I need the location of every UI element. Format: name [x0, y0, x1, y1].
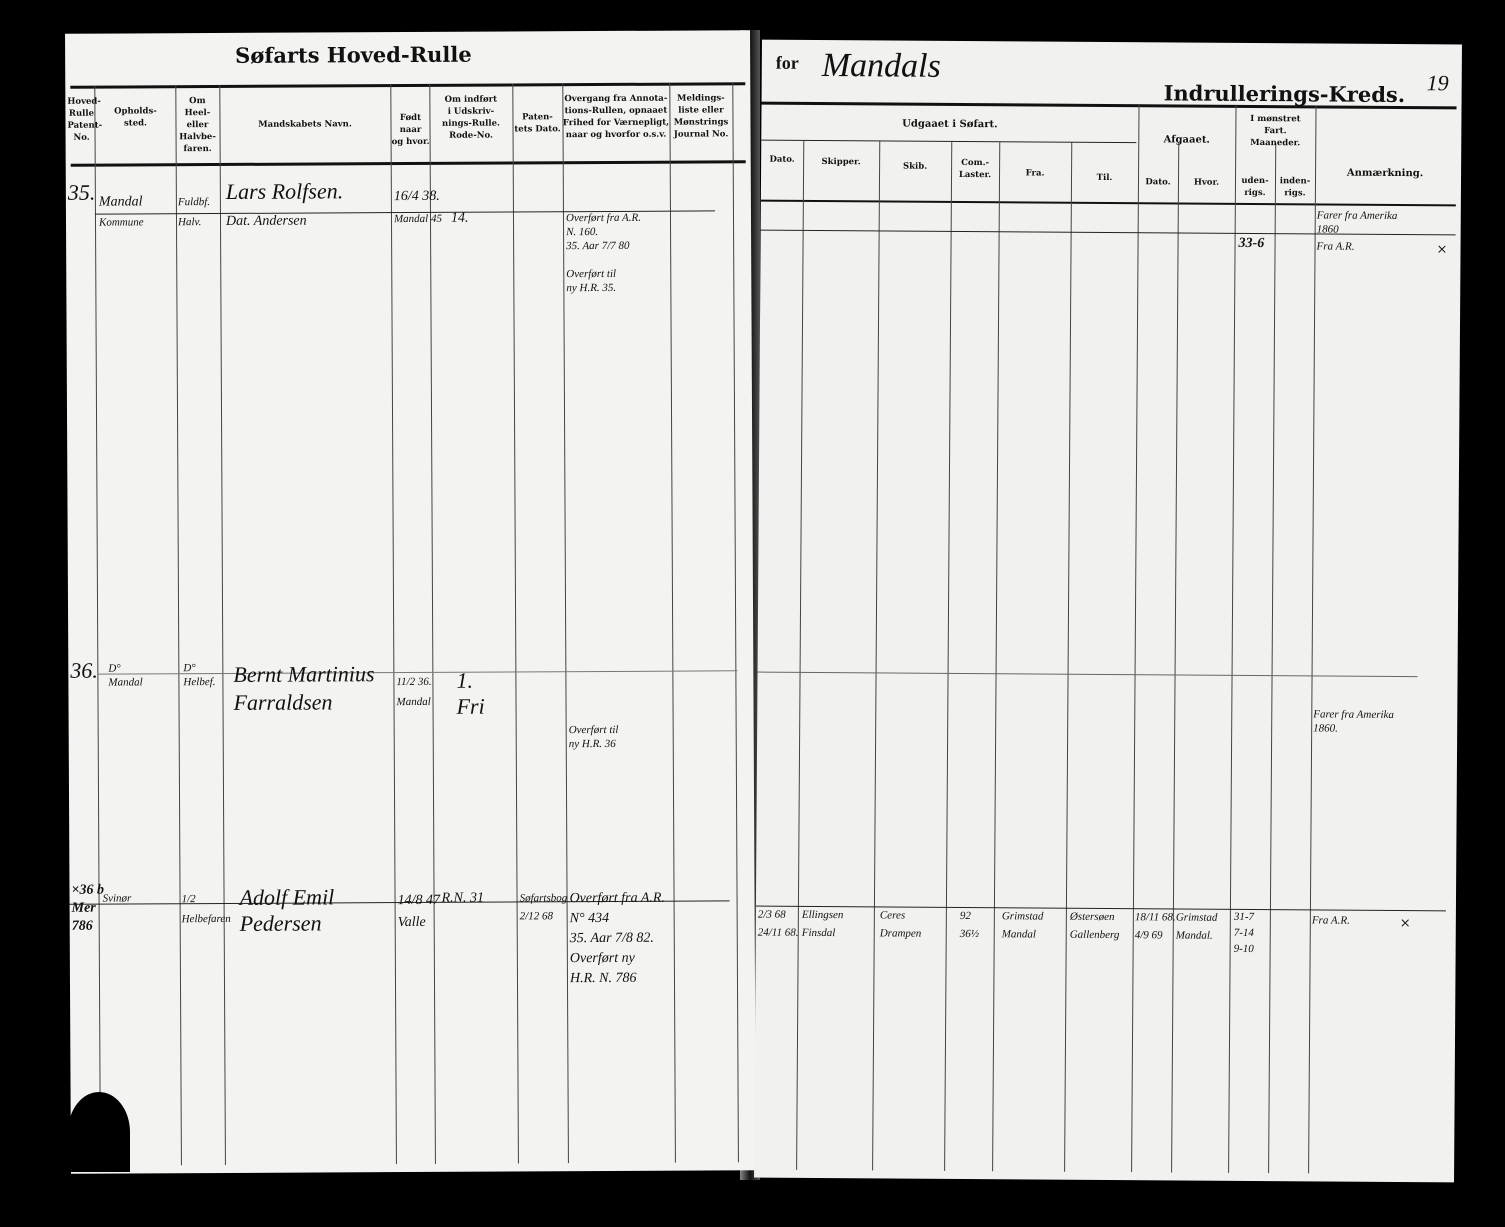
- rode-number: 1. Fri: [456, 667, 485, 719]
- months-abroad: 33-6: [1238, 235, 1265, 252]
- page-number: 19: [1426, 70, 1449, 96]
- remark: Farer fra Amerika 1860.: [1313, 708, 1394, 735]
- column-header: Meldings- liste eller Mønstrings Journal…: [673, 93, 729, 140]
- cross-mark: ×: [1399, 916, 1411, 932]
- born: Mandal 45: [393, 212, 443, 226]
- column-header: Skib.: [902, 161, 928, 172]
- column-line: [944, 140, 953, 1171]
- column-line: [872, 140, 881, 1171]
- column-header: Anmærkning.: [1346, 167, 1424, 180]
- column-line: [669, 82, 676, 1163]
- residence: Kommune: [98, 216, 144, 229]
- crew-name: Lars Rolfsen.: [225, 178, 344, 204]
- rule: [757, 671, 1418, 678]
- column-line: [1064, 141, 1073, 1172]
- cross-mark: ×: [1436, 242, 1448, 258]
- page-title: Indrullerings-Kreds.: [1163, 80, 1406, 108]
- to: Østersøen Gallenberg: [1069, 910, 1120, 942]
- column-line: [1131, 104, 1140, 1173]
- residence: D° Mandal: [108, 662, 143, 689]
- column-header: Hvor.: [1193, 177, 1220, 188]
- remark: Fra A.R.: [1311, 914, 1350, 927]
- residence: Mandal: [98, 194, 143, 210]
- departure-date: 18/11 68. 4/9 69: [1134, 911, 1176, 942]
- sailing-status: D° Helbef.: [183, 662, 216, 689]
- group-header: Udgaaet i Søfart.: [902, 118, 998, 131]
- column-header: Dato.: [1145, 177, 1171, 188]
- column-line: [732, 82, 739, 1163]
- rule: [760, 199, 1456, 207]
- crew-name: Bernt Martinius Farraldsen: [233, 661, 375, 715]
- column-header: Opholds- sted.: [114, 106, 157, 129]
- rode-number: 14.: [450, 210, 469, 226]
- transfer-note: Overført fra A.R. N. 160. 35. Aar 7/7 80…: [565, 211, 641, 295]
- rule: [70, 160, 746, 167]
- column-line: [1171, 142, 1180, 1173]
- ship: Ceres Drampen: [879, 909, 922, 940]
- sailing-status: Fuldbf.: [177, 196, 211, 209]
- patent-date: Søfartsbog 2/12 68: [519, 892, 568, 923]
- column-header: Skipper.: [821, 156, 861, 168]
- rode-number: R.N. 31: [441, 890, 484, 906]
- entry-number: ×36 b Mer 786: [71, 882, 105, 934]
- column-line: [429, 83, 436, 1164]
- for-label: for: [775, 52, 799, 73]
- date: 2/3 68 24/11 68.: [757, 908, 799, 939]
- column-header: Dato.: [769, 154, 795, 165]
- remark: Farer fra Amerika 1860: [1316, 209, 1398, 236]
- commerce-lasts: 92 36½: [959, 909, 980, 941]
- scan-shadow: [68, 1092, 130, 1172]
- rule: [761, 139, 1137, 144]
- entry-number: 35.: [67, 179, 96, 205]
- crew-name: Adolf Emil Pedersen: [239, 884, 335, 936]
- column-line: [1228, 104, 1237, 1173]
- left-page: Søfarts Hoved-Rulle Hoved- Rulle Patent-…: [65, 30, 756, 1174]
- from: Grimstad Mandal: [1001, 910, 1044, 941]
- born: 14/8 47 Valle: [397, 892, 440, 931]
- column-header: Com.- Laster.: [958, 157, 992, 181]
- page-title: Søfarts Hoved-Rulle: [235, 41, 472, 68]
- entry-number: 36.: [70, 657, 98, 683]
- column-line: [512, 83, 519, 1164]
- sailing-status: 1/2 Helbefaren: [181, 893, 231, 926]
- column-line: [175, 85, 182, 1166]
- transfer-note: Overført fra A.R. N° 434 35. Aar 7/8 82.…: [569, 890, 665, 987]
- transfer-note: Overført til ny H.R. 36: [568, 723, 619, 751]
- remark: Fra A.R.: [1316, 240, 1355, 253]
- sailing-status: Halv.: [177, 216, 202, 229]
- residence: Svinør: [102, 892, 132, 905]
- column-header: Hoved- Rulle Patent- No.: [67, 96, 103, 143]
- column-line: [94, 85, 101, 1166]
- born: 16/4 38.: [393, 188, 440, 205]
- column-header: uden- rigs.: [1241, 175, 1269, 199]
- column-header: Mandskabets Navn.: [258, 119, 352, 130]
- column-line: [1308, 105, 1317, 1174]
- column-header: Overgang fra Annota- tions-Rullen, opnaa…: [562, 93, 670, 141]
- column-line: [796, 139, 805, 1170]
- crew-name: Dat. Andersen: [225, 213, 307, 229]
- column-header: Paten- tets Dato.: [514, 112, 561, 135]
- column-header: Om indført i Udskriv- nings-Rulle. Rode-…: [442, 94, 500, 141]
- district-name: Mandals: [821, 46, 941, 85]
- column-header: Om Heel- eller Halvbe- faren.: [179, 96, 216, 155]
- column-header: Fra.: [1025, 168, 1045, 179]
- right-page: for Mandals Indrullerings-Kreds. 19 Udga…: [754, 39, 1462, 1183]
- column-header: Til.: [1096, 172, 1113, 184]
- departure-place: Grimstad Mandal.: [1175, 911, 1218, 942]
- column-header: inden- rigs.: [1279, 176, 1311, 199]
- born: 11/2 36. Mandal: [396, 675, 432, 709]
- rule: [70, 82, 746, 89]
- group-header: I mønstret Fart. Maaneder.: [1250, 113, 1301, 149]
- group-header: Afgaaet.: [1163, 134, 1210, 146]
- column-line: [992, 141, 1001, 1172]
- column-line: [219, 84, 226, 1165]
- skipper: Ellingsen Finsdal: [801, 908, 844, 940]
- column-line: [390, 84, 397, 1165]
- column-line: [1268, 143, 1277, 1174]
- months-abroad: 31-7 7-14 9-10: [1233, 910, 1255, 956]
- column-header: Født naar og hvor.: [391, 112, 430, 148]
